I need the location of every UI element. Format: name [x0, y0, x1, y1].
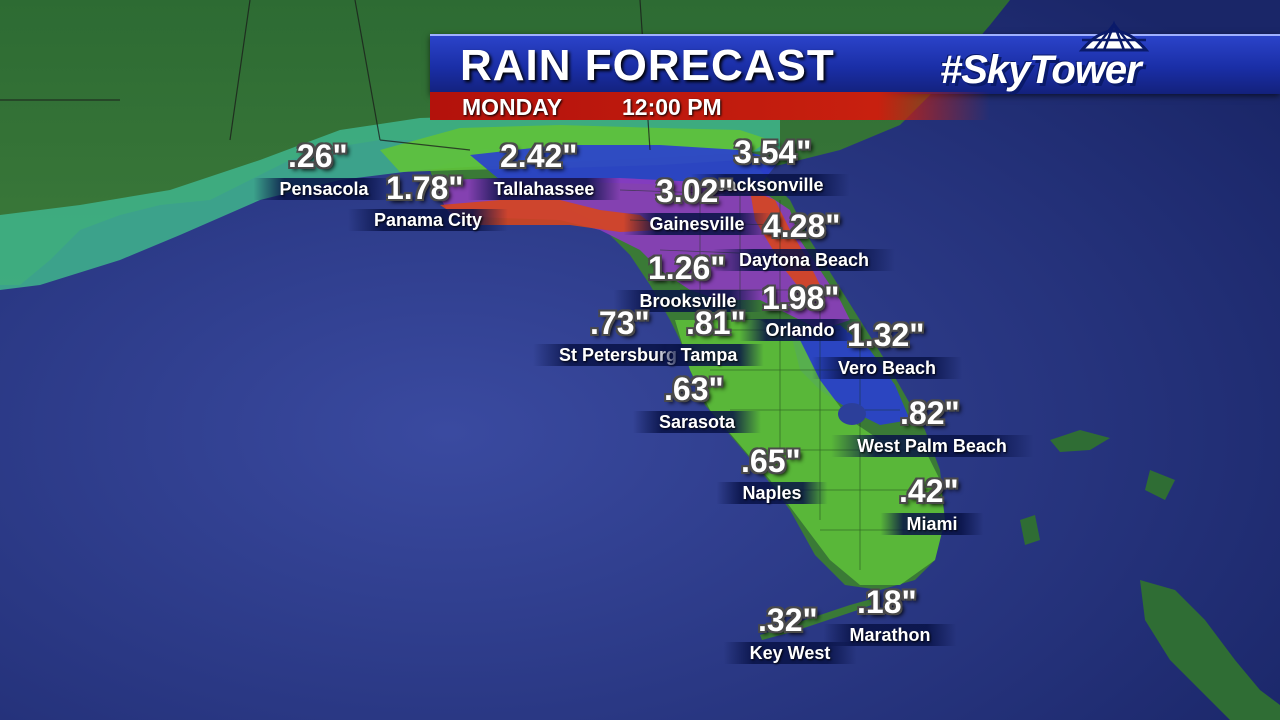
city-label: West Palm Beach	[831, 435, 1033, 457]
rain-value: 1.32"	[847, 317, 925, 353]
city-label: Naples	[716, 482, 828, 504]
rain-value: .42"	[899, 473, 959, 509]
rain-value: .65"	[741, 443, 801, 479]
city-label: Miami	[880, 513, 984, 535]
rain-value: 1.26"	[648, 250, 726, 286]
cuba	[1140, 580, 1280, 720]
city-label: Marathon	[823, 624, 957, 646]
logo-wordmark: #SkyTower	[940, 48, 1142, 92]
city-label: Brooksville	[613, 290, 763, 312]
bahamas	[1020, 430, 1175, 545]
city-label: Panama City	[347, 209, 509, 231]
rain-value: .26"	[288, 138, 348, 174]
rain-value: 1.98"	[762, 280, 840, 316]
rain-value: .73"	[590, 305, 650, 341]
city-label: Key West	[723, 642, 857, 664]
city-label: Tallahassee	[467, 178, 621, 200]
city-label: Orlando	[739, 319, 861, 341]
rain-value: 2.42"	[500, 138, 578, 174]
rain-value: .32"	[758, 602, 818, 638]
city-label: Pensacola	[253, 178, 395, 200]
rain-band-moderate-south	[675, 320, 945, 585]
florida-keys	[760, 598, 880, 640]
dome-icon	[1078, 20, 1150, 52]
city-label: Vero Beach	[811, 357, 963, 379]
skytower-logo: #SkyTower	[934, 18, 1174, 98]
rain-value: .81"	[686, 305, 746, 341]
city-label: Jacksonville	[690, 174, 850, 196]
rain-value: .63"	[664, 371, 724, 407]
rain-value: .18"	[857, 584, 917, 620]
city-label: Gainesville	[623, 213, 771, 235]
city-label: Tampa	[654, 344, 764, 366]
page-title: RAIN FORECAST	[460, 41, 835, 90]
forecast-time: 12:00 PM	[622, 94, 722, 120]
city-label: Daytona Beach	[712, 249, 896, 271]
rain-value: .82"	[900, 395, 960, 431]
rain-value: 4.28"	[763, 208, 841, 244]
rain-value: 1.78"	[386, 170, 464, 206]
lake-okeechobee	[838, 403, 866, 425]
forecast-day: MONDAY	[462, 94, 563, 120]
title-banner: RAIN FORECAST	[430, 34, 1280, 94]
city-label: Sarasota	[632, 411, 762, 433]
rain-value: 3.02"	[656, 173, 734, 209]
rain-value: 3.54"	[734, 134, 812, 170]
date-time-bar: MONDAY 12:00 PM	[430, 92, 990, 120]
rain-band-extreme	[440, 190, 820, 295]
